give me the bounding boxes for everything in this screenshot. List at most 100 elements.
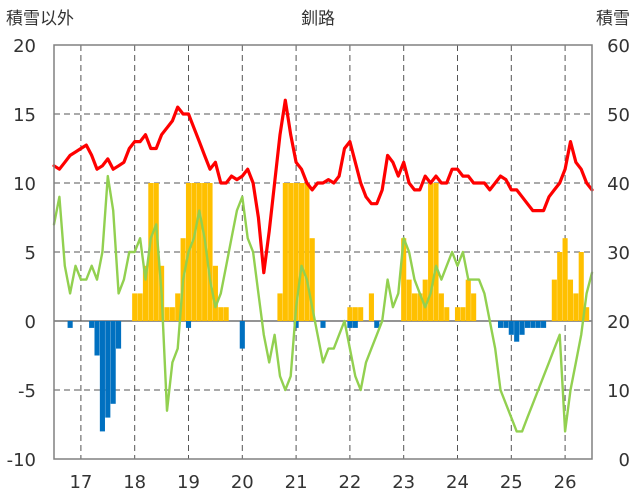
orange-bar <box>578 252 584 321</box>
plot-frame <box>53 44 593 460</box>
x-tick-label: 22 <box>338 472 361 493</box>
x-tick-label: 19 <box>177 472 200 493</box>
blue-bar <box>105 321 111 418</box>
orange-bar <box>471 293 477 321</box>
orange-bar <box>175 293 181 321</box>
right-tick-label: 10 <box>607 381 630 402</box>
blue-bar <box>519 321 525 335</box>
x-tick-label: 20 <box>231 472 254 493</box>
bar-layer <box>67 183 590 432</box>
orange-bar <box>223 307 229 321</box>
left-tick-label: 5 <box>25 243 36 264</box>
x-tick-label: 26 <box>554 472 577 493</box>
x-tick-label: 18 <box>123 472 146 493</box>
orange-bar <box>406 279 412 321</box>
orange-bar <box>298 183 305 321</box>
orange-bar <box>169 307 175 321</box>
orange-bar <box>438 293 444 321</box>
blue-bar <box>503 321 509 328</box>
orange-bar <box>422 279 428 321</box>
orange-bar <box>191 183 197 321</box>
orange-bar <box>454 307 461 321</box>
blue-bar <box>508 321 514 335</box>
right-axis: 0 10 20 30 40 50 60 <box>607 36 630 471</box>
x-tick-label: 24 <box>446 472 469 493</box>
left-tick-label: 10 <box>13 174 36 195</box>
orange-bar <box>148 183 154 321</box>
orange-bar <box>196 183 202 321</box>
blue-bar <box>535 321 541 328</box>
orange-bar <box>277 293 283 321</box>
blue-bar <box>185 321 192 328</box>
blue-bar <box>99 321 105 432</box>
orange-bar <box>562 238 568 321</box>
right-tick-label: 60 <box>607 36 630 57</box>
right-tick-label: 20 <box>607 312 630 333</box>
orange-bar <box>411 293 418 321</box>
left-tick-label: 15 <box>13 105 36 126</box>
x-axis: 17 18 19 20 21 22 23 24 25 26 <box>69 472 576 493</box>
orange-bar <box>352 307 358 321</box>
blue-bar <box>347 321 353 328</box>
orange-bar <box>132 293 138 321</box>
orange-bar <box>164 307 170 321</box>
orange-bar <box>567 279 574 321</box>
orange-bar <box>465 279 471 321</box>
chart-title: 釧路 <box>301 9 335 29</box>
orange-bar <box>218 307 224 321</box>
orange-bar <box>460 307 466 321</box>
x-tick-label: 25 <box>500 472 523 493</box>
orange-bar <box>557 252 563 321</box>
orange-bar <box>433 183 439 321</box>
orange-bar <box>212 265 218 321</box>
blue-bar <box>514 321 520 342</box>
blue-bar <box>89 321 95 328</box>
orange-bar <box>573 293 579 321</box>
orange-bar <box>142 265 149 321</box>
orange-bar <box>428 183 434 321</box>
orange-bar <box>368 293 374 321</box>
left-tick-label: -5 <box>18 381 36 402</box>
orange-bar <box>288 183 294 321</box>
blue-bar <box>374 321 380 328</box>
left-tick-label: 20 <box>13 36 36 57</box>
blue-bar <box>524 321 530 328</box>
blue-bar <box>94 321 100 356</box>
left-tick-label: 0 <box>25 312 36 333</box>
orange-bar <box>137 293 143 321</box>
orange-bar <box>444 307 450 321</box>
blue-bar <box>110 321 116 404</box>
orange-bar <box>401 238 407 321</box>
x-tick-label: 17 <box>69 472 92 493</box>
left-tick-label: -10 <box>7 450 36 471</box>
blue-bar <box>497 321 504 328</box>
left-axis-label: 積雪以外 <box>6 9 74 29</box>
x-tick-label: 21 <box>285 472 308 493</box>
right-tick-label: 40 <box>607 174 630 195</box>
orange-bar <box>207 183 213 321</box>
blue-bar <box>239 321 245 349</box>
right-tick-label: 30 <box>607 243 630 264</box>
orange-bar <box>153 183 159 321</box>
orange-bar <box>309 238 315 321</box>
blue-bar <box>320 321 326 328</box>
blue-bar <box>293 321 299 328</box>
right-tick-label: 50 <box>607 105 630 126</box>
orange-bar <box>282 183 288 321</box>
blue-bar <box>352 321 358 328</box>
red-series-line <box>52 98 594 275</box>
blue-bar <box>541 321 547 328</box>
blue-bar <box>67 321 73 328</box>
x-tick-label: 23 <box>392 472 415 493</box>
line-layer <box>52 98 594 433</box>
right-axis-label: 積雪 <box>596 9 630 29</box>
blue-bar <box>530 321 536 328</box>
blue-bar <box>116 321 122 349</box>
green-series-line <box>52 174 594 433</box>
orange-bar <box>293 183 299 321</box>
orange-bar <box>584 307 590 321</box>
orange-bar <box>358 307 364 321</box>
left-axis: -10 -5 0 5 10 15 20 <box>7 36 36 471</box>
right-tick-label: 0 <box>619 450 630 471</box>
